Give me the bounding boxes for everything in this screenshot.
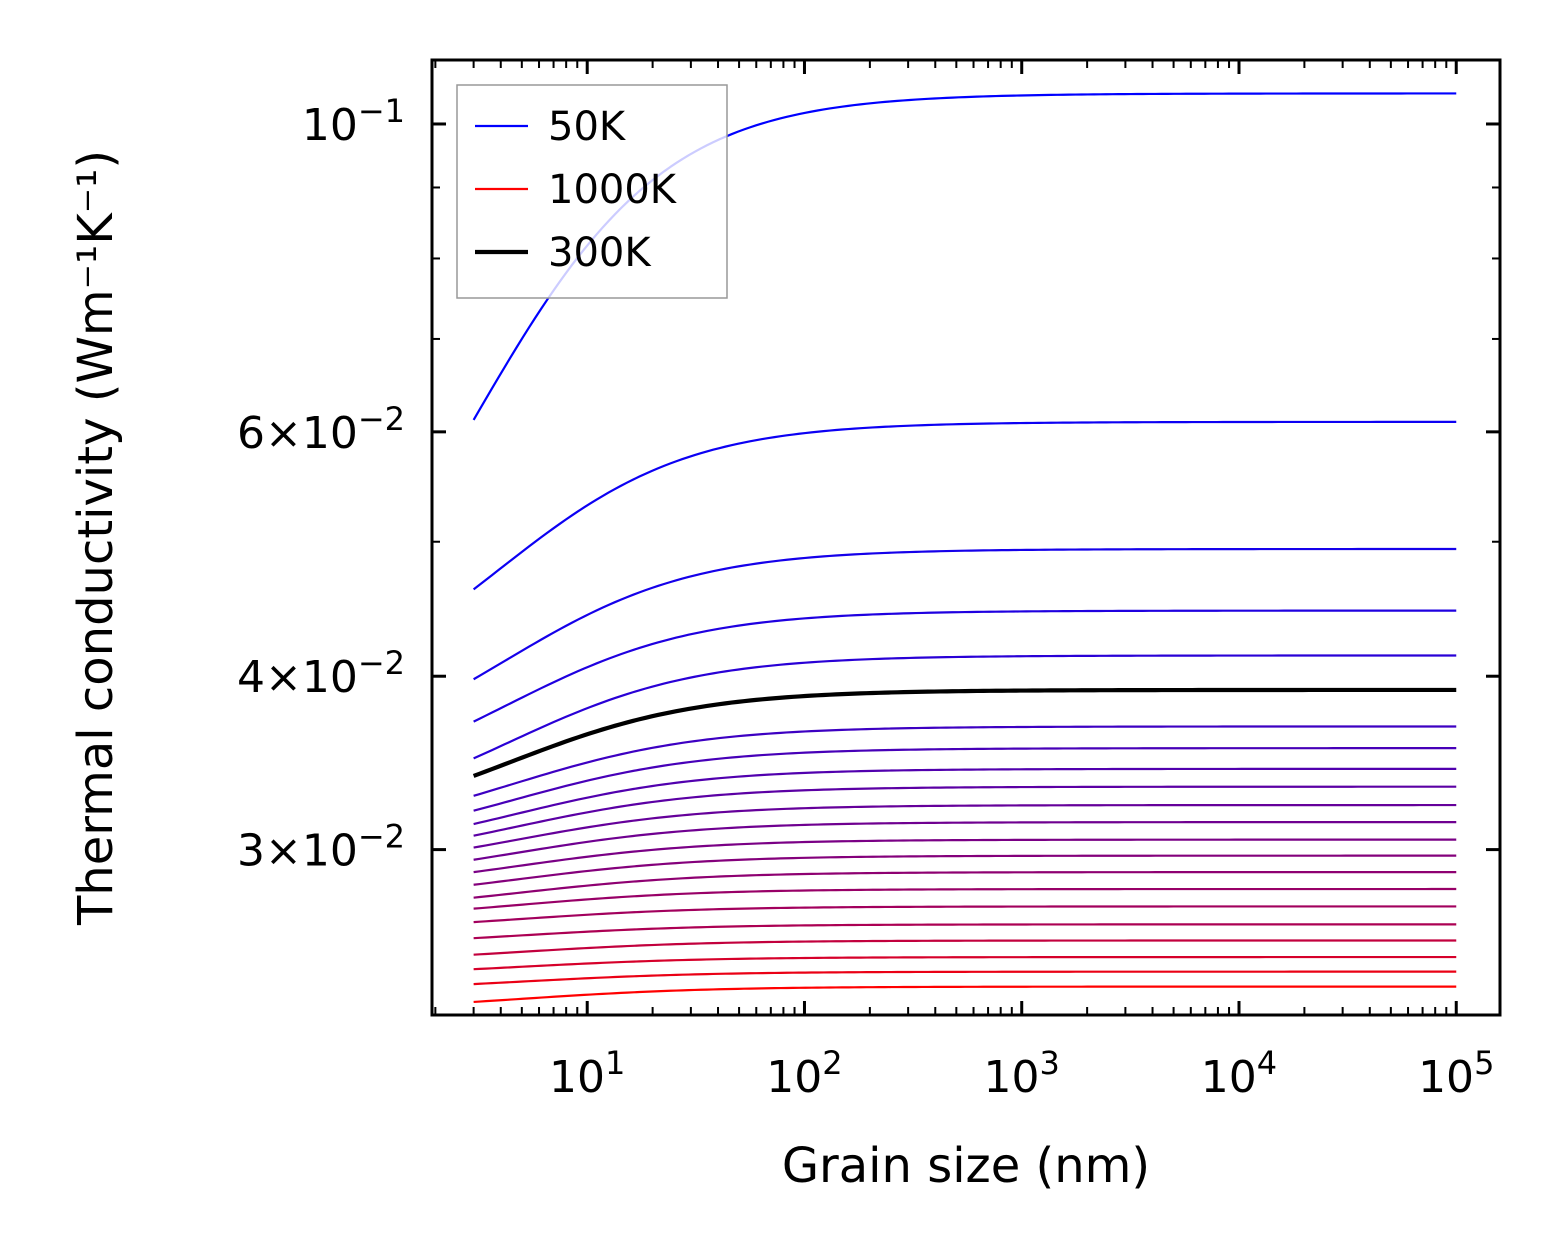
series-line-200k [474, 611, 1457, 722]
series-line-550k [474, 805, 1457, 848]
chart: 10−1 6×10−2 4×10−2 3×10−2 101 102 103 104 105 50… [0, 0, 1562, 1254]
series-line-1000k [474, 987, 1457, 1002]
series-line-925k [474, 941, 1457, 955]
series-line-300k [474, 690, 1457, 776]
series-line-975k [474, 972, 1457, 984]
x-tick-label: 103 [984, 1044, 1060, 1103]
series-line-400k [474, 748, 1457, 811]
y-tick-label: 6×10−2 [237, 400, 405, 459]
x-axis-title: Grain size (nm) [782, 1138, 1150, 1194]
series-line-450k [474, 769, 1457, 824]
legend-label-50k: 50K [548, 104, 627, 150]
series-line-250k [474, 655, 1457, 758]
x-tick-label: 105 [1418, 1044, 1494, 1103]
axis-ticks: 10−1 6×10−2 4×10−2 3×10−2 101 102 103 104 105 [237, 60, 1500, 1103]
series-line-850k [474, 906, 1457, 922]
y-tick-label: 10−1 [302, 92, 405, 151]
legend: 50K 1000K 300K [457, 85, 727, 298]
series-line-750k [474, 872, 1457, 898]
legend-label-1000k: 1000K [548, 167, 678, 213]
x-tick-label: 101 [549, 1044, 625, 1103]
legend-label-300k: 300K [548, 230, 652, 276]
series-line-350k [474, 726, 1457, 795]
series-line-500k [474, 787, 1457, 836]
series-line-900k [474, 924, 1457, 938]
series-line-150k [474, 549, 1457, 679]
y-tick-label: 4×10−2 [237, 644, 405, 703]
series-line-700k [474, 856, 1457, 885]
x-tick-label: 104 [1201, 1044, 1277, 1103]
series-line-950k [474, 957, 1457, 969]
x-tick-label: 102 [766, 1044, 842, 1103]
y-tick-label: 3×10−2 [237, 818, 405, 877]
y-axis-title: Thermal conductivity (Wm⁻¹K⁻¹) [68, 150, 124, 926]
series-line-100k [474, 422, 1457, 589]
